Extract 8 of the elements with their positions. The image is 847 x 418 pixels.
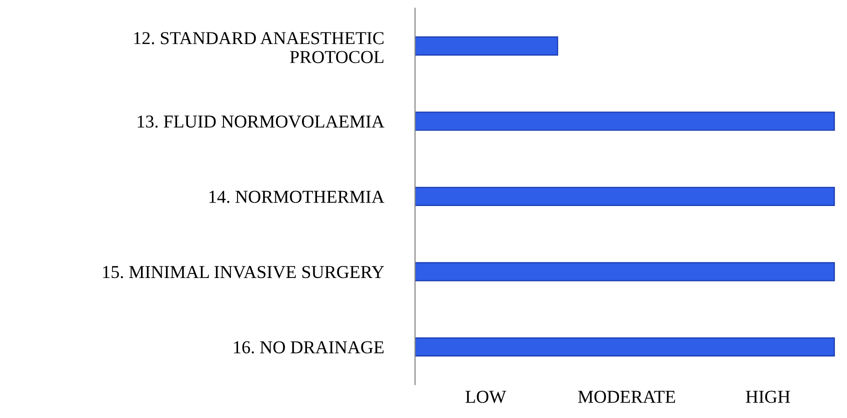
text: LOW <box>466 390 506 404</box>
y-tick-label: 14. NORMOTHERMIA <box>210 190 384 203</box>
y-tick-label: 12. STANDARD ANAESTHETIC PROTOCOL <box>134 32 384 64</box>
text: MODERATE <box>578 390 676 403</box>
y-tick-label: 13. FLUID NORMOVOLAEMIA <box>138 116 384 128</box>
y-tick-label: 15. MINIMAL INVASIVE SURGERY <box>103 266 384 278</box>
y-tick-label: 16. NO DRAINAGE <box>234 341 384 354</box>
text: HIGH <box>746 390 790 403</box>
